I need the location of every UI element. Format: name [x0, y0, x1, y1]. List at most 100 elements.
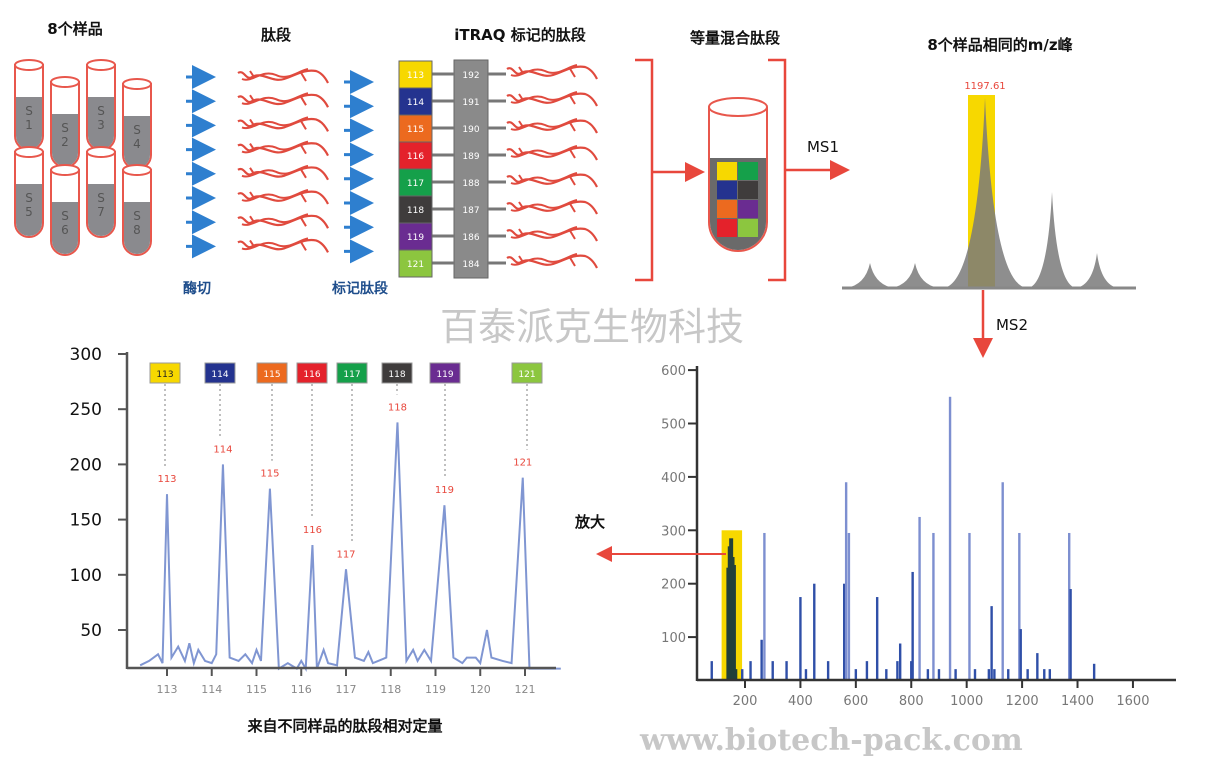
mixed-tag-square	[717, 181, 737, 199]
balance-label: 184	[462, 260, 479, 270]
reporter-tag-box	[256, 362, 288, 384]
ms2-peak-bar	[973, 669, 977, 680]
ms2-peak-bar	[844, 482, 848, 680]
peptide-icon	[505, 117, 599, 135]
ms1-peak	[891, 263, 939, 288]
reporter-tag-label: 116	[407, 152, 424, 162]
reporter-tag-label: 121	[407, 260, 424, 270]
sample-tube: S7	[86, 146, 116, 238]
ms2-peak-bar	[710, 661, 713, 680]
balance-label: 191	[462, 98, 479, 108]
peak-label: 115	[260, 469, 279, 480]
sample-label: S	[97, 191, 105, 205]
sample-label: 8	[133, 223, 141, 237]
peak-label: 116	[303, 525, 322, 536]
sample-tube: S3	[86, 59, 116, 151]
quant-y-tick-label: 200	[70, 455, 102, 475]
quant-y-tick-label: 300	[70, 345, 102, 365]
reporter-tag-box	[204, 362, 236, 384]
tube-rim	[122, 78, 152, 90]
ms2-peak-bar	[843, 583, 846, 680]
ms2-peak-bar	[968, 532, 971, 680]
ms2-y-tick-label: 600	[661, 364, 686, 379]
reporter-tag-box	[398, 114, 433, 143]
same-mz-title: 8个样品相同的m/z峰	[927, 36, 1073, 54]
reporter-tag-box	[398, 60, 433, 89]
sample-label: S	[61, 209, 69, 223]
quant-y-tick-label: 150	[70, 511, 102, 531]
peptide-icon	[236, 213, 330, 230]
reporter-tag-label: 117	[407, 179, 424, 189]
quant-x-tick-label: 115	[246, 683, 267, 696]
ms2-peak-bar	[847, 532, 851, 680]
reporter-tag-box	[398, 249, 433, 278]
reporter-tag-label: 117	[343, 370, 360, 380]
itraq-title: iTRAQ 标记的肽段	[454, 26, 586, 44]
sample-tube: S5	[14, 146, 44, 238]
ms2-peak-bar	[910, 661, 913, 680]
ms2-x-tick-label: 400	[788, 694, 813, 709]
peptide-icon	[505, 198, 599, 216]
zoom-label: 放大	[574, 513, 605, 531]
ms2-label: MS2	[996, 316, 1028, 334]
reporter-tag-label: 116	[303, 370, 320, 380]
ms2-peak-bar	[1068, 532, 1071, 680]
tube-rim	[50, 164, 80, 176]
peak-label: 114	[213, 444, 232, 455]
sample-label: 3	[97, 118, 105, 132]
reporter-tag-box	[296, 362, 328, 384]
peptide-icon	[505, 63, 599, 81]
ms1-peak	[943, 98, 1027, 288]
peptide-icon	[236, 92, 330, 109]
sample-tube: S4	[122, 78, 152, 170]
ms2-x-tick-label: 1000	[950, 694, 983, 709]
ms2-x-tick-label: 1600	[1116, 694, 1149, 709]
reporter-tag-box	[398, 141, 433, 170]
ms2-peak-bar	[993, 669, 996, 680]
peptide-icon	[236, 67, 330, 85]
tube-rim	[14, 146, 44, 158]
reporter-tag-label: 119	[436, 370, 453, 380]
ms2-peak-bar	[799, 597, 802, 680]
reporter-tag-label: 118	[388, 370, 405, 380]
sample-tube: S2	[50, 76, 80, 168]
mixed-tag-square	[738, 219, 758, 237]
sample-label: S	[25, 191, 33, 205]
sample-label: S	[61, 121, 69, 135]
ms2-peak-bar	[1001, 482, 1004, 680]
digest-label: 酶切	[183, 280, 211, 297]
sample-label: S	[97, 104, 105, 118]
sample-label: 6	[61, 223, 69, 237]
quant-x-tick-label: 121	[515, 683, 536, 696]
quant-x-tick-label: 120	[470, 683, 491, 696]
balance-label: 186	[462, 233, 479, 243]
balance-label: 187	[462, 206, 479, 216]
ms1-label: MS1	[807, 138, 839, 156]
ms2-x-tick-label: 200	[733, 694, 758, 709]
ms2-y-tick-label: 400	[661, 471, 686, 486]
reporter-tag-box	[149, 362, 181, 384]
peptide-icon	[505, 252, 599, 270]
quant-x-tick-label: 116	[291, 683, 312, 696]
tube-sample-fill	[16, 97, 42, 149]
tube-sample-fill	[124, 202, 150, 254]
sample-label: 2	[61, 135, 69, 149]
ms2-peak-bar	[954, 669, 957, 680]
ms2-x-tick-label: 1400	[1061, 694, 1094, 709]
balance-label: 188	[462, 179, 479, 189]
peak-label: 121	[513, 458, 532, 469]
quant-x-tick-label: 114	[201, 683, 222, 696]
balance-group-column	[453, 59, 489, 279]
ms2-peak-bar	[741, 669, 744, 680]
reporter-cluster-bar	[731, 565, 736, 680]
peptide-icon	[236, 164, 330, 181]
quant-y-tick-label: 50	[80, 621, 102, 641]
sample-tube: S8	[122, 164, 152, 256]
ms2-y-tick-label: 100	[661, 631, 686, 646]
ms1-peak	[1076, 253, 1118, 288]
ms2-y-tick-label: 200	[661, 578, 686, 593]
ms2-peak-bar	[885, 669, 888, 680]
balance-label: 189	[462, 152, 479, 162]
